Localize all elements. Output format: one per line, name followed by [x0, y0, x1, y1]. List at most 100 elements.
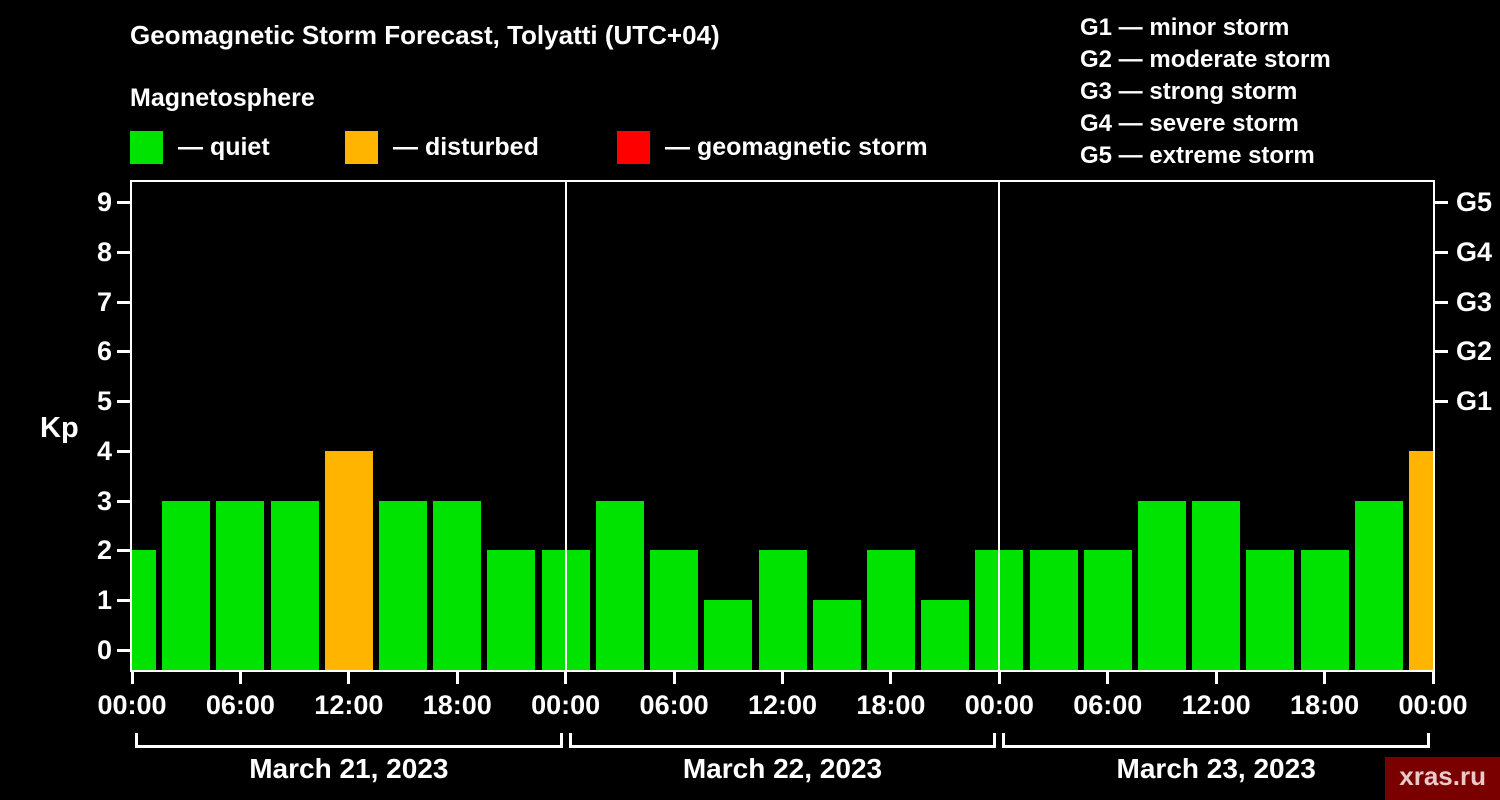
x-axis-label: 12:00 — [1181, 690, 1251, 720]
x-axis-tick — [1431, 672, 1435, 684]
kp-bar — [1409, 450, 1433, 670]
kp-bar — [162, 500, 211, 670]
y-axis-tick — [117, 599, 130, 603]
y-axis-tick — [117, 250, 130, 254]
chart-title: Geomagnetic Storm Forecast, Tolyatti (UT… — [130, 20, 720, 50]
kp-bar — [1192, 500, 1241, 670]
y-axis-label: 9 — [96, 187, 112, 217]
g-axis-tick — [1435, 350, 1448, 354]
g-legend-item: G2 — moderate storm — [1080, 46, 1331, 73]
g-axis-tick — [1435, 300, 1448, 304]
legend-item-quiet: — quiet — [130, 130, 270, 164]
y-axis-label: 5 — [96, 386, 112, 417]
kp-bar — [1300, 550, 1349, 670]
x-axis-tick — [1106, 672, 1110, 684]
g-axis-label: G4 — [1456, 236, 1493, 267]
date-label: March 21, 2023 — [249, 753, 449, 784]
kp-bar — [132, 550, 156, 670]
y-axis-label: 0 — [96, 635, 112, 665]
y-axis-tick — [117, 449, 130, 453]
g-axis-tick — [1435, 400, 1448, 404]
kp-bar — [433, 500, 482, 670]
x-axis-label: 00:00 — [1398, 690, 1468, 720]
date-label: March 22, 2023 — [682, 753, 883, 784]
kp-bar — [324, 450, 373, 670]
kp-bar — [1029, 550, 1078, 670]
x-axis-tick — [130, 672, 134, 684]
date-bracket — [1002, 733, 1430, 748]
kp-bar — [1246, 550, 1295, 670]
g-axis-label: G1 — [1456, 386, 1493, 417]
day-separator — [564, 182, 567, 670]
x-axis-label: 18:00 — [856, 690, 926, 720]
y-axis-tick — [117, 201, 130, 204]
x-axis-tick — [781, 672, 784, 684]
legend-label-quiet: — quiet — [178, 132, 270, 161]
kp-bar — [1083, 550, 1132, 670]
g-legend-item: G3 — strong storm — [1080, 78, 1298, 105]
y-axis-label: 2 — [96, 535, 112, 566]
legend-label-disturbed: — disturbed — [393, 132, 539, 161]
x-axis-label: 06:00 — [639, 690, 709, 720]
x-axis-tick — [889, 672, 893, 684]
y-axis-tick — [117, 400, 130, 404]
x-axis-tick — [997, 672, 1001, 684]
y-axis-tick — [117, 350, 130, 354]
kp-bar — [704, 600, 753, 670]
x-axis-tick — [347, 672, 351, 684]
y-axis-label: 8 — [96, 236, 112, 267]
date-bracket — [135, 733, 563, 748]
x-axis-label: 12:00 — [314, 690, 384, 720]
date-bracket — [568, 733, 997, 748]
y-axis-label: 1 — [96, 585, 112, 616]
g-scale-legend: G1 — minor storm G2 — moderate storm G3 — … — [1080, 12, 1331, 172]
x-axis-label: 00:00 — [531, 690, 601, 720]
y-axis-tick — [117, 300, 130, 304]
g-axis-tick — [1435, 201, 1448, 204]
g-axis-tick — [1435, 250, 1448, 254]
kp-bar — [758, 550, 807, 670]
y-axis-label: 7 — [96, 286, 112, 317]
kp-bar — [1354, 500, 1403, 670]
x-axis-label: 06:00 — [205, 690, 275, 720]
x-axis-label: 00:00 — [964, 690, 1034, 720]
kp-bar — [379, 500, 428, 670]
date-label: March 23, 2023 — [1116, 753, 1316, 784]
quiet-swatch-icon — [130, 130, 163, 164]
g-axis-label: G2 — [1456, 336, 1493, 367]
g-axis-label: G3 — [1456, 286, 1493, 317]
x-axis-tick — [564, 672, 568, 684]
x-axis-tick — [1323, 672, 1327, 684]
kp-legend: — quiet — disturbed — geomagnetic storm — [130, 130, 1110, 166]
x-axis-tick — [455, 672, 459, 684]
legend-item-disturbed: — disturbed — [345, 130, 539, 164]
y-axis-label: 4 — [96, 435, 112, 466]
y-axis-tick — [117, 549, 130, 553]
plot-area — [130, 180, 1435, 672]
x-axis-label: 18:00 — [1290, 690, 1360, 720]
kp-bar — [487, 550, 536, 670]
storm-swatch-icon — [617, 130, 650, 164]
x-axis-tick — [238, 672, 242, 684]
watermark: xras.ru — [1385, 757, 1500, 800]
kp-bar — [812, 600, 861, 670]
x-axis-label: 06:00 — [1073, 690, 1143, 720]
g-legend-item: G1 — minor storm — [1080, 14, 1290, 41]
g-axis-label: G5 — [1456, 187, 1493, 217]
y-axis-tick — [117, 649, 130, 652]
kp-bar — [216, 500, 265, 670]
kp-bar — [1137, 500, 1186, 670]
x-axis-tick — [1214, 672, 1218, 684]
x-axis-tick — [672, 672, 676, 684]
legend-label-storm: — geomagnetic storm — [665, 132, 928, 161]
disturbed-swatch-icon — [345, 130, 378, 164]
kp-bar — [921, 600, 970, 670]
x-axis-label: 12:00 — [747, 690, 818, 720]
legend-item-storm: — geomagnetic storm — [617, 130, 928, 164]
y-axis-label: 3 — [96, 485, 112, 516]
x-axis-label: 00:00 — [97, 690, 167, 720]
y-axis-title: Kp — [40, 412, 79, 444]
y-axis-tick — [117, 499, 130, 503]
x-axis-label: 18:00 — [422, 690, 492, 720]
